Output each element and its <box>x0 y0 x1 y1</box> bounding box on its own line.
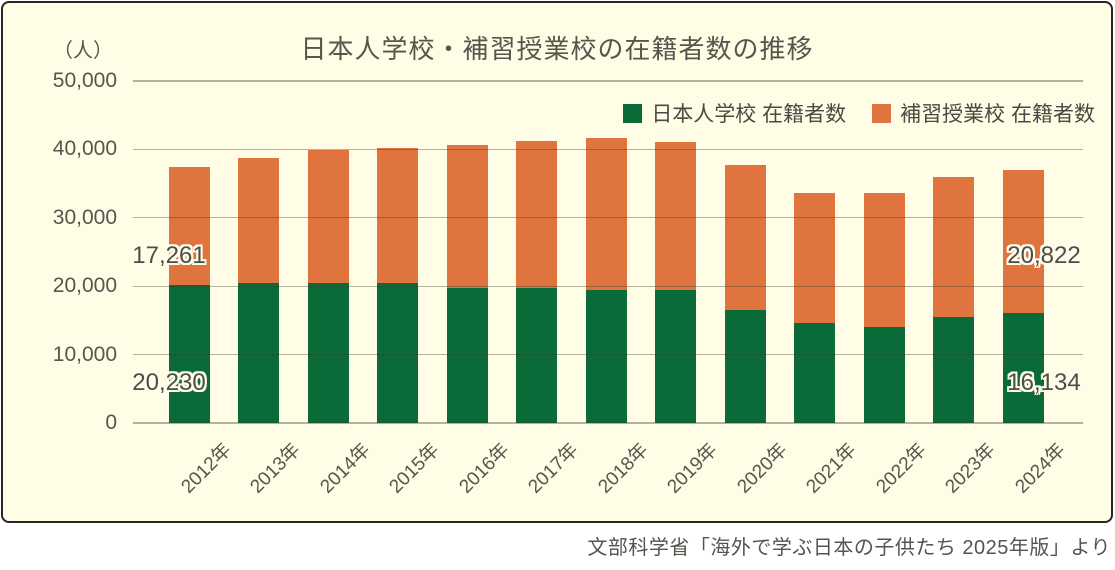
legend-swatch-icon <box>623 103 643 123</box>
bar-segment-series0-2015年 <box>377 283 418 423</box>
bar-segment-series1-2017年 <box>516 141 557 289</box>
bar-segment-series0-2013年 <box>238 282 279 423</box>
bar-segment-series0-2023年 <box>933 316 974 423</box>
gridline-20000 <box>133 285 1083 287</box>
bar-group-2022年 <box>863 81 905 423</box>
bar-segment-series0-2012年 <box>168 284 210 423</box>
value-label-2012年-series1: 17,261 <box>132 242 206 269</box>
bar-group-2018年 <box>585 81 627 423</box>
y-tick-label-30000: 30,000 <box>52 205 117 229</box>
x-tick-label-2023年: 2023年 <box>941 439 1000 498</box>
legend-swatch-icon <box>872 103 892 123</box>
bar-group-2021年 <box>794 81 835 423</box>
bar-group-2014年 <box>307 81 349 423</box>
bar-segment-series1-2022年 <box>863 193 905 327</box>
bar-segment-series0-2016年 <box>446 288 488 423</box>
bar-segment-series1-2021年 <box>794 192 835 324</box>
gridline-30000 <box>133 217 1083 219</box>
value-label-2024年-series1: 20,822 <box>1007 242 1081 269</box>
bar-group-2019年 <box>655 81 696 423</box>
y-tick-label-40000: 40,000 <box>52 137 117 161</box>
x-tick-label-2013年: 2013年 <box>246 439 305 498</box>
x-tick-label-2017年: 2017年 <box>524 439 583 498</box>
x-tick-label-2012年: 2012年 <box>177 439 236 498</box>
chart-panel: （人） 日本人学校・補習授業校の在籍者数の推移 日本人学校 在籍者数 補習授業校 … <box>1 1 1113 523</box>
bar-segment-series1-2018年 <box>585 138 627 290</box>
gridline-40000 <box>133 148 1083 151</box>
bar-group-2012年 <box>168 81 210 423</box>
bar-group-2017年 <box>516 81 557 423</box>
bar-segment-series0-2021年 <box>794 323 835 423</box>
x-tick-label-2016年: 2016年 <box>455 439 514 498</box>
legend-item-series0: 日本人学校 在籍者数 <box>623 98 846 128</box>
y-tick-label-50000: 50,000 <box>52 69 117 92</box>
x-tick-label-2022年: 2022年 <box>872 439 931 498</box>
legend-label: 日本人学校 在籍者数 <box>651 103 847 126</box>
bar-segment-series0-2019年 <box>655 290 696 423</box>
bar-segment-series0-2024年 <box>1002 312 1044 423</box>
chart-title: 日本人学校・補習授業校の在籍者数の推移 <box>300 34 814 64</box>
x-tick-label-2019年: 2019年 <box>663 439 722 498</box>
x-tick-label-2020年: 2020年 <box>733 439 792 498</box>
legend-item-series1: 補習授業校 在籍者数 <box>872 98 1095 128</box>
bar-segment-series1-2013年 <box>238 158 279 283</box>
bar-segment-series0-2020年 <box>724 310 766 423</box>
bar-group-2020年 <box>724 81 766 423</box>
bar-group-2016年 <box>446 81 488 423</box>
bar-segment-series1-2016年 <box>446 145 488 289</box>
legend: 日本人学校 在籍者数 補習授業校 在籍者数 <box>623 98 1095 128</box>
source-note: 文部科学省「海外で学ぶ日本の子供たち 2025年版」より <box>587 537 1111 559</box>
y-tick-label-10000: 10,000 <box>52 342 117 366</box>
x-tick-label-2024年: 2024年 <box>1011 439 1070 498</box>
x-tick-label-2014年: 2014年 <box>316 439 375 498</box>
value-label-2012年-series0: 20,230 <box>132 369 206 396</box>
bar-segment-series1-2024年 <box>1002 170 1044 313</box>
bar-segment-series0-2017年 <box>516 288 557 423</box>
bar-segment-series1-2014年 <box>307 150 349 283</box>
value-label-2024年-series0: 16,134 <box>1007 369 1081 396</box>
gridline-10000 <box>133 353 1083 356</box>
plot-area <box>133 80 1083 424</box>
bar-group-2024年 <box>1002 81 1044 423</box>
bar-segment-series1-2015年 <box>377 148 418 284</box>
bar-segment-series0-2018年 <box>585 289 627 423</box>
bar-segment-series0-2022年 <box>863 326 905 423</box>
x-tick-label-2015年: 2015年 <box>385 439 444 498</box>
bar-segment-series1-2012年 <box>168 166 210 285</box>
x-tick-label-2021年: 2021年 <box>802 439 861 498</box>
gridline-0 <box>133 422 1083 424</box>
legend-label: 補習授業校 在籍者数 <box>900 103 1095 126</box>
bar-segment-series1-2020年 <box>724 165 766 311</box>
bar-segment-series0-2014年 <box>307 282 349 423</box>
bar-segment-series1-2019年 <box>655 141 696 291</box>
y-axis-unit-label: （人） <box>53 40 113 62</box>
y-tick-label-0: 0 <box>105 411 117 434</box>
bar-group-2013年 <box>238 81 279 423</box>
bar-group-2023年 <box>933 81 974 423</box>
x-tick-label-2018年: 2018年 <box>594 439 653 498</box>
bar-segment-series1-2023年 <box>933 177 974 317</box>
bar-group-2015年 <box>377 81 418 423</box>
gridline-50000 <box>133 80 1083 82</box>
y-tick-label-20000: 20,000 <box>52 274 117 298</box>
